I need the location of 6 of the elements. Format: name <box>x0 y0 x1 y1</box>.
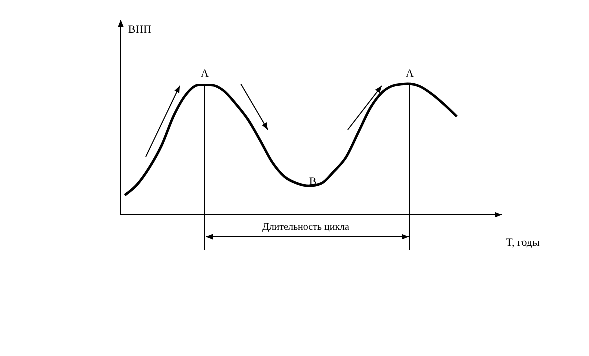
text: A <box>201 68 210 80</box>
y-axis-title: ВНП <box>128 24 152 36</box>
text: A <box>406 68 414 80</box>
text: Длительность цикла <box>262 222 350 233</box>
annotation: B <box>309 176 317 188</box>
x-axis-title: T, годы <box>506 237 541 249</box>
